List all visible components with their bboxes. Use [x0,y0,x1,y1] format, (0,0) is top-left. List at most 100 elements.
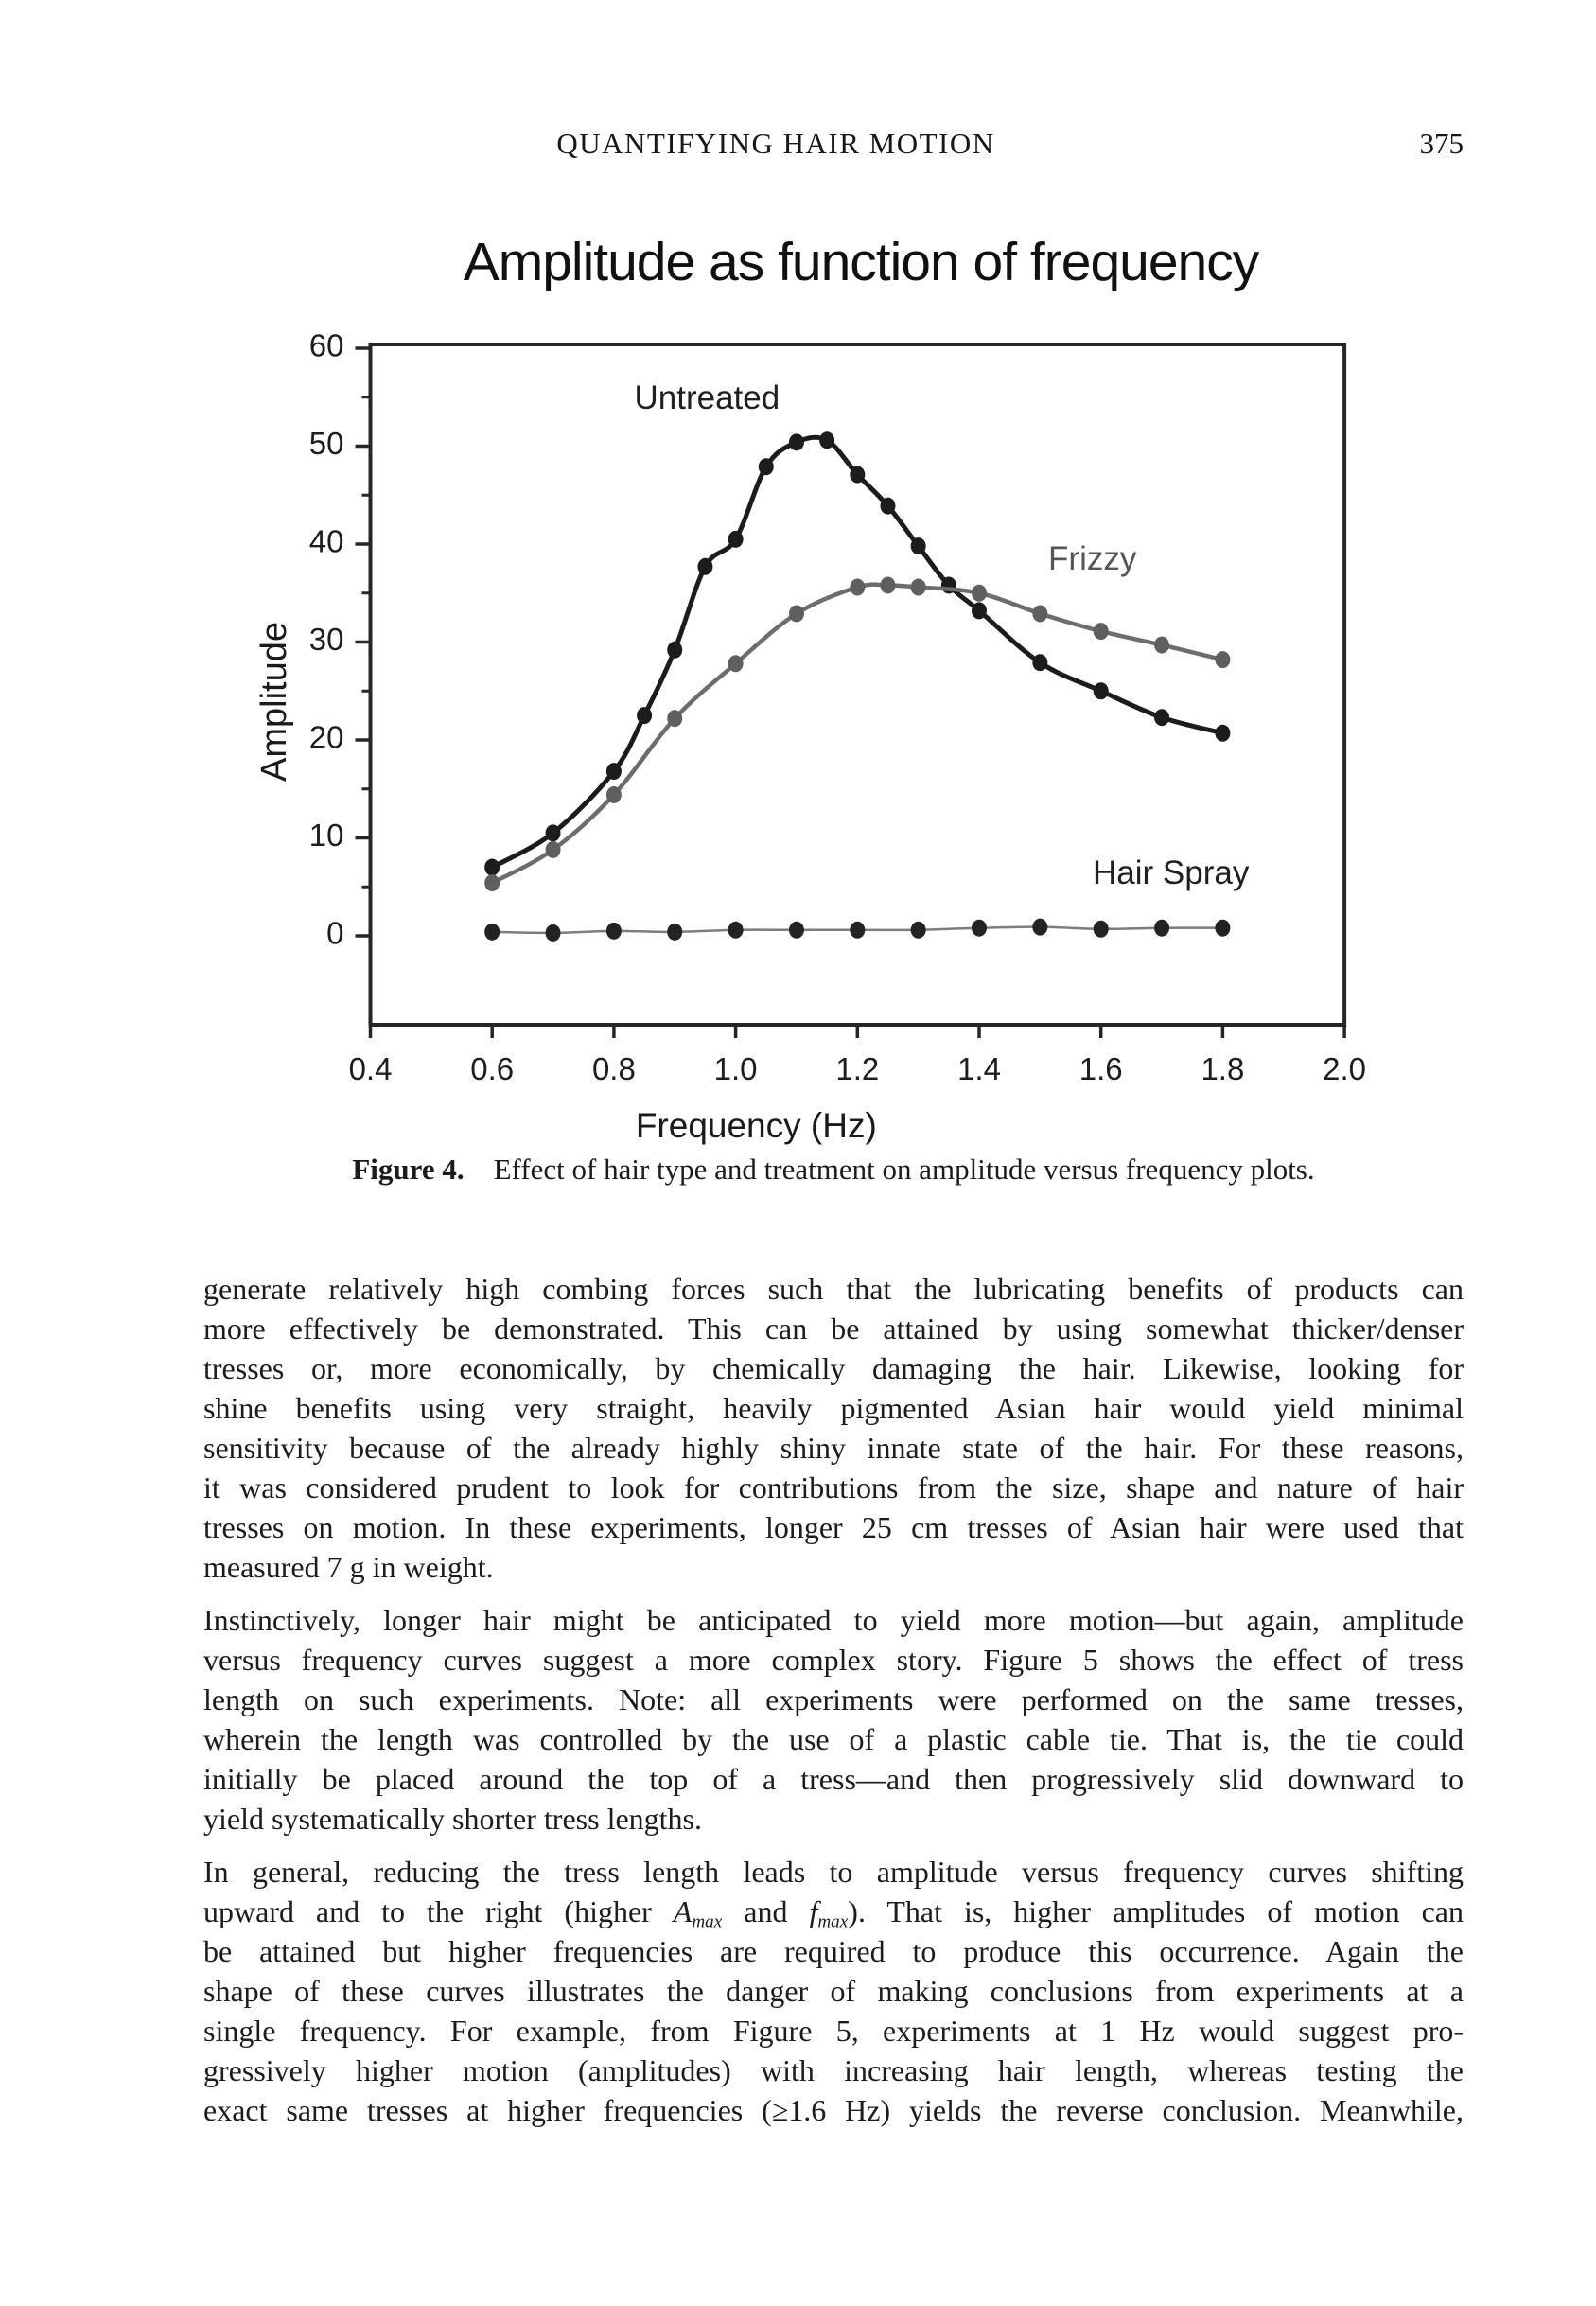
body-text: generate relatively high combing forces … [203,1269,1464,2143]
y-tick-label: 30 [309,622,344,657]
text-line: upward and to the right (higher Amax and… [203,1894,1464,1932]
data-point [728,655,744,673]
text-line: shape of these curves illustrates the da… [203,1974,1464,2008]
text-line: length on such experiments. Note: all ex… [203,1682,1464,1716]
data-point [1032,605,1048,623]
data-point [728,530,744,548]
series-label: Hair Spray [1093,854,1250,891]
text-line: initially be placed around the top of a … [203,1762,1464,1796]
data-point [972,602,987,620]
text-line: yield systematically shorter tress lengt… [203,1802,702,1836]
data-point [1154,709,1170,727]
text-line: gressively higher motion (amplitudes) wi… [203,2053,1464,2087]
data-point [728,921,744,939]
x-tick-label: 0.6 [470,1051,514,1086]
data-point [484,874,500,892]
data-point [667,923,683,941]
series-hair-spray: Hair Spray [484,854,1250,942]
data-point [940,576,956,594]
data-point [1093,682,1109,700]
text-line: sensitivity because of the already highl… [203,1431,1464,1465]
x-tick-label: 0.4 [349,1051,393,1086]
data-point [545,924,561,942]
data-point [545,840,561,858]
data-point [1154,636,1170,654]
y-axis: 0 10 20 30 40 50 60 [309,328,371,951]
data-point [972,584,987,602]
x-tick-label: 1.4 [957,1051,1001,1086]
data-point [819,431,835,449]
data-point [1215,651,1231,669]
series-line [490,925,1224,935]
text-line: shine benefits using very straight, heav… [203,1391,1464,1425]
x-tick-label: 1.6 [1079,1051,1123,1086]
data-point [605,785,622,803]
text-line: versus frequency curves suggest a more c… [203,1643,1464,1677]
data-point [1215,724,1231,742]
text-line: wherein the length was controlled by the… [203,1722,1464,1756]
data-point [605,922,622,940]
data-point [605,763,622,781]
paragraph-3: In general, reducing the tress length le… [203,1852,1464,2130]
text-line: exact same tresses at higher frequencies… [203,2093,1464,2127]
running-header-title: QUANTIFYING HAIR MOTION [556,127,995,160]
paragraph-1: generate relatively high combing forces … [203,1269,1464,1587]
text-line: Instinctively, longer hair might be anti… [203,1603,1464,1637]
text-line: single frequency. For example, from Figu… [203,2014,1464,2048]
y-tick-label: 60 [309,328,344,363]
data-point [1032,654,1048,672]
data-point [484,923,500,941]
text-line: measured 7 g in weight. [203,1550,494,1584]
data-point [850,921,866,939]
plot-frame [368,343,1347,1027]
series-line [489,434,1225,871]
paragraph-2: Instinctively, longer hair might be anti… [203,1600,1464,1839]
text-line: more effectively be demonstrated. This c… [203,1311,1464,1346]
series-frizzy: Frizzy [484,540,1231,892]
y-axis-title: Amplitude [254,622,294,782]
text-line: tresses or, more economically, by chemic… [203,1351,1464,1385]
data-point [788,921,804,939]
text-line: it was considered prudent to look for co… [203,1470,1464,1505]
data-point [1093,920,1109,938]
page-number: 375 [1419,127,1464,160]
data-point [637,707,653,725]
data-point [1032,918,1048,936]
data-point [1215,919,1231,937]
data-point [1093,623,1109,641]
text-line: be attained but higher frequencies are r… [203,1934,1464,1968]
x-tick-label: 2.0 [1323,1051,1366,1086]
amplitude-frequency-chart: 0 10 20 30 40 50 60 0.4 0.6 0.8 1.0 1.2 1.4 1.6 1.8 2.0… [254,328,1366,1145]
text-line: In general, reducing the tress length le… [203,1855,1464,1889]
data-point [880,576,896,594]
x-axis-title: Frequency (Hz) [636,1106,877,1145]
series-label: Frizzy [1048,540,1137,577]
data-point [910,921,926,939]
data-point [972,919,987,937]
data-point [910,578,926,596]
data-point [850,578,866,596]
y-tick-label: 0 [326,916,343,951]
data-point [788,433,804,451]
x-tick-label: 1.8 [1201,1051,1244,1086]
data-point [667,710,683,728]
data-point [697,557,713,575]
series-untreated: Untreated [484,379,1231,876]
data-point [545,824,561,842]
figure-caption-text: Effect of hair type and treatment on amp… [493,1153,1315,1186]
x-tick-label: 0.8 [592,1051,636,1086]
x-tick-label: 1.2 [835,1051,879,1086]
series-line [489,582,1225,886]
y-tick-label: 40 [309,524,344,559]
series-label: Untreated [634,379,780,416]
chart-title: Amplitude as function of frequency [463,232,1260,292]
data-point [880,497,896,515]
data-point [667,641,683,659]
text-line: tresses on motion. In these experiments,… [203,1510,1464,1544]
data-point [1154,919,1170,937]
figure-caption: Figure 4. Effect of hair type and treatm… [203,1153,1464,1187]
x-tick-label: 1.0 [714,1051,758,1086]
data-point [850,466,866,484]
x-axis: 0.4 0.6 0.8 1.0 1.2 1.4 1.6 1.8 2.0 [349,1025,1366,1086]
